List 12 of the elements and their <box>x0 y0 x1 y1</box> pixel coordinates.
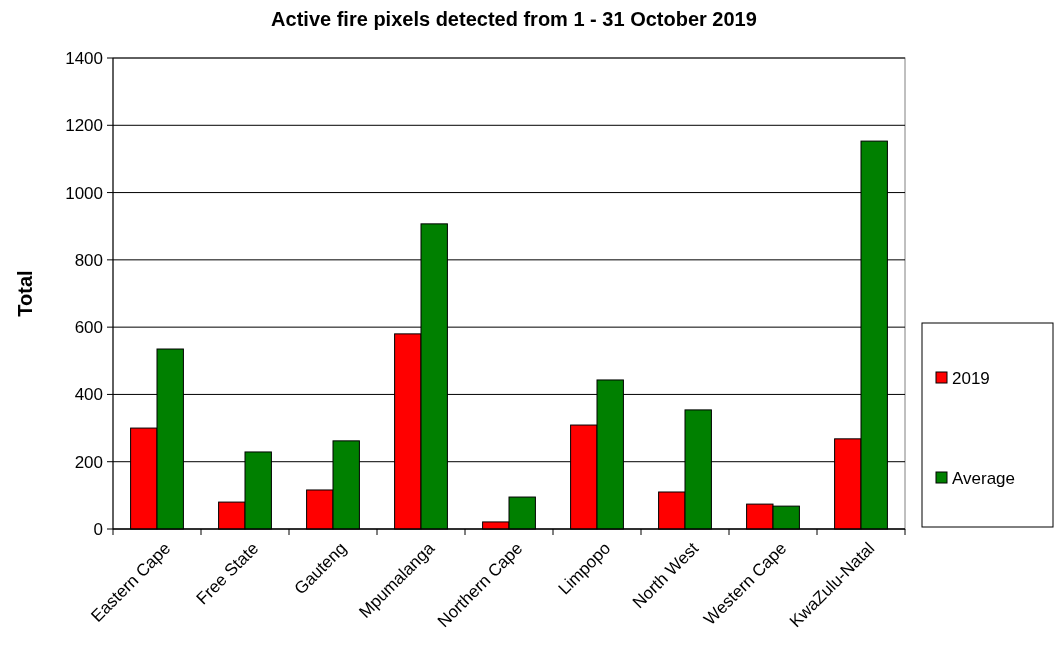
chart-title: Active fire pixels detected from 1 - 31 October 2019 <box>271 8 757 30</box>
y-tick-label: 800 <box>74 250 103 270</box>
y-tick-label: 400 <box>74 385 103 405</box>
y-tick-label: 0 <box>93 519 103 539</box>
y-tick-label: 200 <box>74 452 103 472</box>
y-tick-label: 600 <box>74 318 103 338</box>
y-tick-label: 1400 <box>65 48 103 68</box>
y-tick-label: 1200 <box>65 116 103 136</box>
legend-label: 2019 <box>952 368 990 388</box>
y-tick-label: 1000 <box>65 183 103 203</box>
y-axis-title: Total <box>14 270 36 317</box>
legend-label: Average <box>952 468 1016 488</box>
